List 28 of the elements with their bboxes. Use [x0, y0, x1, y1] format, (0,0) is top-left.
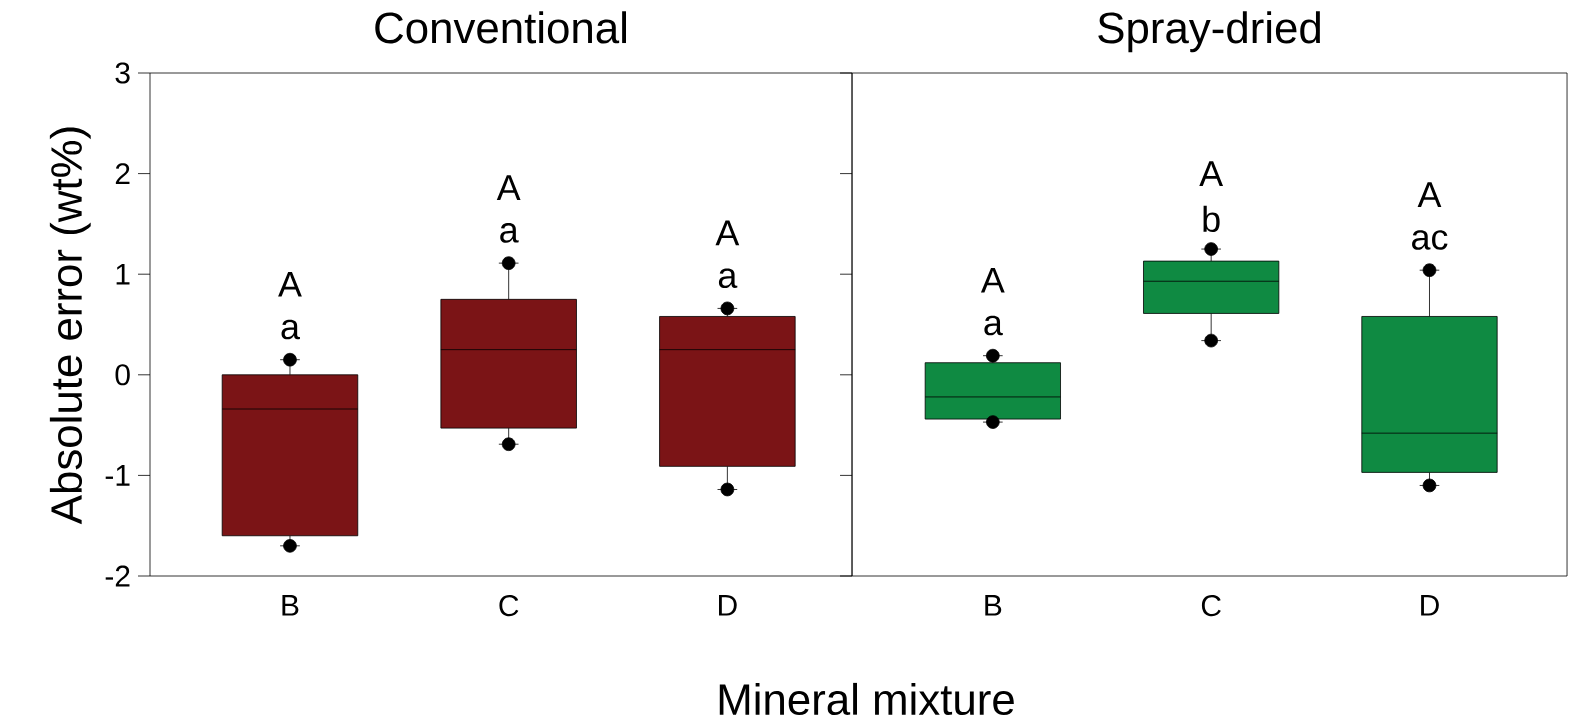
annotation: a — [281, 319, 300, 340]
y-tick-label: -2 — [105, 565, 130, 587]
x-tick-label: B — [985, 595, 1002, 616]
annotation: ac — [1412, 230, 1448, 250]
annotation: A — [1199, 161, 1224, 186]
x-tick-label: C — [1201, 595, 1221, 617]
x-tick-label: B — [282, 595, 299, 616]
annotation: A — [278, 271, 302, 297]
x-tick-label: D — [1421, 595, 1439, 616]
y-tick-label: 2 — [115, 163, 130, 185]
chart-title: Spray-dried — [1098, 11, 1320, 53]
annotation: A — [715, 220, 740, 246]
annotation: A — [980, 267, 1005, 293]
chart-title: Conventional — [375, 11, 626, 44]
annotation: a — [500, 223, 519, 243]
y-axis-title: Absolute error (wt%) — [49, 127, 91, 525]
annotation: A — [496, 175, 521, 201]
annotation: a — [718, 268, 738, 289]
y-tick-label: 1 — [116, 263, 130, 285]
x-tick-label: C — [499, 595, 519, 617]
x-tick-label: D — [719, 595, 737, 616]
annotation: a — [984, 315, 1003, 336]
annotation: A — [1417, 182, 1442, 208]
x-axis-title: Mineral mixture — [719, 682, 1014, 716]
y-tick-label: -1 — [105, 465, 130, 486]
annotation: b — [1203, 205, 1220, 233]
y-tick-label: 3 — [115, 62, 130, 84]
y-tick-label: 0 — [115, 364, 130, 386]
